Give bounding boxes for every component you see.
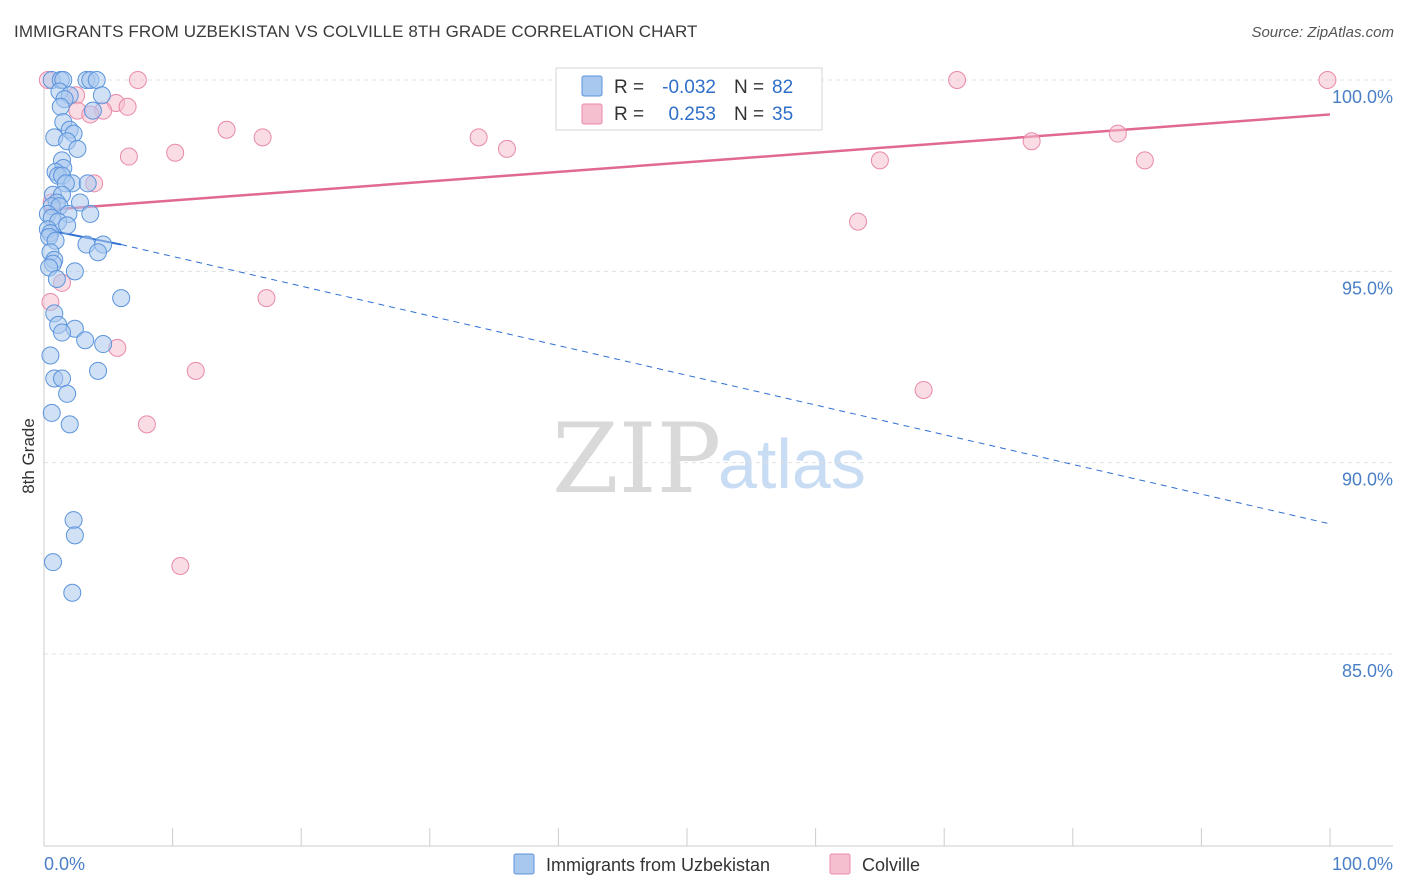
- data-point-colville: [118, 97, 137, 116]
- data-point-colville: [186, 361, 205, 380]
- data-point-uzbekistan: [47, 269, 66, 288]
- data-point-colville: [119, 147, 138, 166]
- data-point-uzbekistan: [92, 86, 111, 105]
- legend-r-value-pink: 0.253: [668, 104, 716, 125]
- data-point-colville: [137, 415, 156, 434]
- data-point-colville: [849, 212, 868, 231]
- data-point-colville: [217, 120, 236, 139]
- data-point-colville: [166, 143, 185, 162]
- data-point-uzbekistan: [112, 289, 131, 308]
- chart-source: Source: ZipAtlas.com: [1251, 24, 1394, 41]
- data-point-uzbekistan: [87, 71, 106, 89]
- legend-r-value-blue: -0.032: [662, 77, 716, 98]
- legend-r-label-pink: R =: [614, 104, 644, 125]
- y-tick-labels: 85.0% 90.0% 95.0% 100.0%: [1332, 87, 1393, 681]
- bottom-legend-label-pink: Colville: [862, 855, 920, 875]
- x-tick-label-max: 100.0%: [1332, 854, 1393, 874]
- data-points: [38, 71, 1337, 602]
- x-ticks: [43, 828, 1331, 846]
- data-point-colville: [253, 128, 272, 147]
- y-tick-label: 100.0%: [1332, 87, 1393, 107]
- data-point-uzbekistan: [89, 361, 108, 380]
- series-legend: Immigrants from Uzbekistan Colville: [513, 853, 920, 875]
- data-point-uzbekistan: [44, 553, 63, 572]
- y-tick-label: 85.0%: [1342, 661, 1393, 681]
- data-point-colville: [257, 289, 276, 308]
- data-point-uzbekistan: [94, 335, 113, 354]
- data-point-uzbekistan: [65, 262, 84, 281]
- data-point-uzbekistan: [41, 346, 60, 365]
- legend-r-label-blue: R =: [614, 77, 644, 98]
- data-point-uzbekistan: [71, 193, 90, 212]
- bottom-legend-swatch-blue: [513, 853, 535, 875]
- legend-n-value-pink: 35: [772, 104, 793, 125]
- chart-title: IMMIGRANTS FROM UZBEKISTAN VS COLVILLE 8…: [14, 22, 698, 41]
- data-point-uzbekistan: [78, 174, 97, 193]
- data-point-colville: [497, 139, 516, 158]
- watermark-zip: ZIP: [552, 403, 721, 515]
- legend-n-label-blue: N =: [734, 77, 764, 98]
- legend-n-value-blue: 82: [772, 77, 793, 98]
- data-point-uzbekistan: [51, 97, 70, 116]
- data-point-uzbekistan: [65, 526, 84, 545]
- data-point-colville: [948, 71, 967, 89]
- legend-swatch-pink: [581, 103, 603, 125]
- data-point-uzbekistan: [58, 216, 77, 235]
- trend-line-uzbekistan-dashed: [121, 244, 1331, 525]
- data-point-uzbekistan: [63, 583, 82, 602]
- data-point-uzbekistan: [58, 384, 77, 403]
- data-point-uzbekistan: [42, 403, 61, 422]
- data-point-uzbekistan: [83, 101, 102, 120]
- bottom-legend-label-blue: Immigrants from Uzbekistan: [546, 855, 770, 875]
- grid-lines: [44, 79, 1393, 655]
- y-axis-title: 8th Grade: [19, 418, 38, 494]
- y-tick-label: 90.0%: [1342, 470, 1393, 490]
- data-point-uzbekistan: [68, 139, 87, 158]
- data-point-colville: [1135, 151, 1154, 170]
- correlation-legend: R = -0.032 N = 82 R = 0.253 N = 35: [555, 67, 823, 131]
- bottom-legend-swatch-pink: [829, 853, 851, 875]
- data-point-uzbekistan: [76, 331, 95, 350]
- y-tick-label: 95.0%: [1342, 278, 1393, 298]
- data-point-uzbekistan: [60, 415, 79, 434]
- data-point-colville: [171, 556, 190, 575]
- data-point-colville: [870, 151, 889, 170]
- data-point-uzbekistan: [53, 323, 72, 342]
- data-point-uzbekistan: [89, 243, 108, 262]
- watermark-atlas: atlas: [718, 425, 866, 503]
- data-point-uzbekistan: [81, 204, 100, 223]
- data-point-colville: [128, 71, 147, 89]
- data-point-uzbekistan: [64, 511, 83, 530]
- data-point-colville: [1108, 124, 1127, 143]
- data-point-colville: [914, 380, 933, 399]
- legend-swatch-blue: [581, 75, 603, 97]
- data-point-colville: [469, 128, 488, 147]
- data-point-colville: [1022, 132, 1041, 151]
- legend-n-label-pink: N =: [734, 104, 764, 125]
- data-point-colville: [1318, 71, 1337, 89]
- data-point-uzbekistan: [53, 369, 72, 388]
- x-tick-label-min: 0.0%: [44, 854, 85, 874]
